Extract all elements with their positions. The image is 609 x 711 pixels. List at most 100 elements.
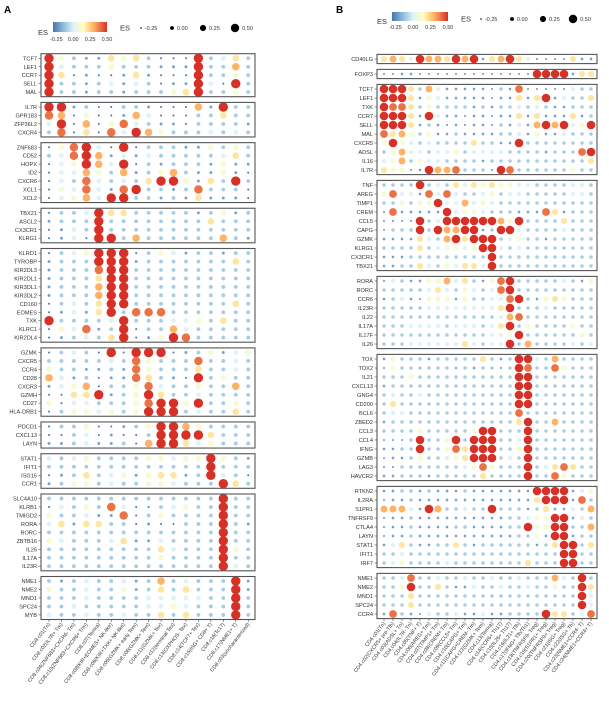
- dot: [171, 530, 176, 535]
- dot: [408, 56, 414, 62]
- dot: [536, 58, 538, 60]
- dot: [208, 505, 213, 509]
- dot: [544, 288, 548, 292]
- dot: [134, 90, 139, 95]
- size-legend-title: ES: [120, 24, 130, 33]
- dot: [234, 196, 238, 200]
- dot: [408, 131, 414, 137]
- dot: [390, 356, 396, 362]
- dot: [499, 603, 503, 607]
- dot: [523, 522, 533, 532]
- dot: [435, 86, 441, 92]
- dot: [464, 124, 466, 126]
- dot: [196, 211, 200, 215]
- dot: [246, 530, 251, 535]
- gene-label: LEF1: [360, 96, 373, 102]
- dot: [96, 538, 101, 543]
- dot: [208, 113, 213, 118]
- dot: [84, 268, 89, 272]
- dot: [96, 481, 101, 486]
- dot: [419, 73, 421, 75]
- dot: [505, 225, 515, 235]
- dot: [578, 496, 586, 504]
- dot: [408, 140, 414, 146]
- dot: [490, 474, 494, 478]
- dot: [481, 114, 485, 118]
- dot: [160, 82, 163, 85]
- dot: [571, 447, 575, 451]
- dot: [508, 159, 512, 163]
- dot: [515, 85, 523, 93]
- dot: [517, 543, 521, 547]
- dot: [157, 577, 165, 585]
- dot: [159, 564, 163, 569]
- size-legend-tick: 0.00: [177, 26, 188, 32]
- dot: [47, 285, 51, 289]
- dot: [472, 534, 476, 538]
- dot: [481, 489, 485, 493]
- dot: [454, 105, 458, 109]
- gene-label: MYB: [25, 613, 37, 619]
- dot: [541, 495, 551, 505]
- dot: [415, 216, 425, 226]
- dot: [196, 513, 201, 518]
- dot: [398, 55, 406, 63]
- dot: [108, 121, 115, 127]
- dot: [463, 384, 467, 388]
- dot: [208, 349, 214, 356]
- dot: [553, 402, 557, 406]
- dot: [159, 530, 163, 535]
- dot: [453, 200, 459, 206]
- dot: [443, 166, 451, 174]
- dot: [146, 587, 151, 592]
- dot: [208, 481, 213, 486]
- dot: [508, 96, 512, 100]
- dot: [184, 82, 188, 86]
- dot: [463, 96, 467, 100]
- dot: [426, 95, 432, 101]
- dot: [97, 367, 101, 371]
- group-box: [376, 353, 598, 482]
- dot: [135, 163, 138, 166]
- dot: [220, 472, 226, 478]
- dot: [427, 456, 431, 460]
- dot: [146, 530, 151, 535]
- dot: [59, 251, 64, 256]
- dot: [109, 530, 114, 535]
- dot: [499, 594, 503, 598]
- dot: [220, 455, 227, 462]
- dot: [59, 481, 64, 486]
- dot: [514, 216, 524, 226]
- dot: [553, 219, 557, 223]
- group-box: [40, 421, 256, 449]
- dot: [553, 375, 557, 379]
- dot: [391, 255, 395, 259]
- dot: [580, 375, 584, 379]
- dot: [196, 179, 200, 183]
- dot: [562, 264, 566, 268]
- dot: [505, 303, 515, 313]
- dot: [245, 349, 252, 356]
- dot: [171, 481, 176, 487]
- dot: [157, 586, 165, 593]
- dot: [517, 255, 521, 259]
- dot: [587, 523, 595, 531]
- dot: [559, 495, 569, 505]
- dot: [418, 498, 422, 502]
- dot: [589, 474, 593, 478]
- dot: [499, 474, 503, 478]
- dot: [221, 276, 226, 281]
- gene-group: SLC4A10KLRB1TMIGD2RORARORCZBTB16IL26IL17…: [13, 493, 256, 572]
- dot: [146, 301, 151, 306]
- dot: [571, 489, 575, 493]
- dot: [172, 376, 175, 380]
- dot: [382, 576, 386, 580]
- dot: [570, 182, 576, 188]
- dot: [514, 138, 524, 148]
- dot: [208, 496, 213, 501]
- dot: [246, 310, 251, 315]
- dot: [144, 382, 153, 391]
- dot: [172, 522, 175, 525]
- dot: [246, 251, 251, 256]
